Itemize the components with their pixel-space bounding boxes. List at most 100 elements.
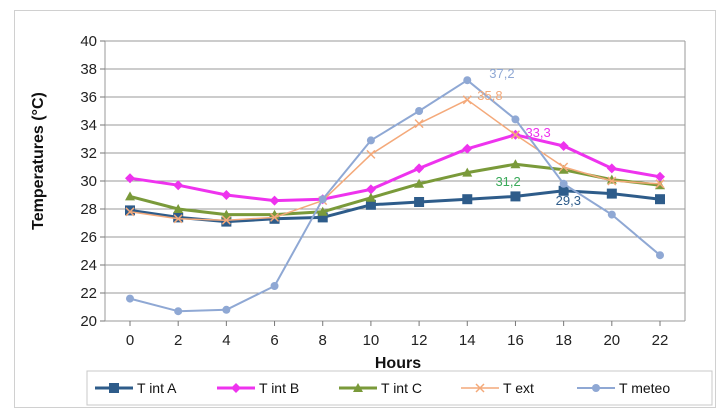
legend-label: T meteo (619, 380, 670, 396)
x-marker-stroke (655, 179, 665, 189)
legend-label: T int A (137, 380, 177, 396)
data-point (559, 179, 568, 188)
x-tick-label: 10 (363, 332, 380, 349)
x-marker-stroke (510, 130, 520, 140)
legend-marker (231, 383, 241, 393)
data-point (414, 119, 424, 129)
data-point (270, 282, 279, 290)
data-point (173, 204, 184, 213)
x-tick-label: 20 (603, 332, 620, 349)
legend-item: T meteo (577, 380, 670, 396)
data-point (414, 197, 425, 207)
gridlines (104, 40, 686, 322)
data-point (126, 294, 134, 303)
data-label: 35,8 (477, 88, 502, 103)
x-marker-stroke (414, 119, 424, 129)
data-point (607, 210, 616, 219)
legend-marker (353, 383, 363, 392)
data-point (221, 209, 232, 219)
x-axis-ticks: 0 2 4 6 8 10 12 14 16 18 20 22 (126, 321, 669, 349)
x-tick-label: 16 (507, 332, 524, 349)
y-tick-label: 28 (80, 201, 97, 218)
x-tick-label: 2 (174, 332, 182, 349)
x-tick-label: 22 (652, 332, 669, 349)
series-line (129, 79, 661, 313)
legend-label: T int C (381, 380, 422, 396)
legend-label: T int B (259, 380, 299, 396)
legend-marker (592, 384, 600, 392)
legend-item: T int A (95, 380, 177, 396)
data-label: 31,2 (495, 174, 520, 189)
data-labels: 37,2 35,8 33,3 31,2 29,3 (477, 66, 581, 208)
data-point (365, 192, 376, 202)
legend-marker (109, 383, 119, 393)
data-point (510, 191, 521, 202)
y-tick-label: 38 (80, 61, 97, 78)
data-point (366, 136, 375, 145)
legend-label: T ext (503, 380, 534, 396)
y-tick-label: 26 (80, 229, 97, 246)
y-axis-title: Temperatures (°C) (30, 92, 47, 230)
data-label: 33,3 (525, 125, 550, 140)
series-line (129, 189, 661, 224)
data-label: 29,3 (556, 193, 581, 208)
legend: T int A T int B T int C T ext T meteo (95, 380, 670, 396)
x-axis-title: Hours (375, 355, 421, 372)
data-point (558, 141, 569, 151)
data-point (462, 167, 473, 177)
x-marker-stroke (173, 214, 183, 224)
data-point (317, 212, 328, 223)
y-axis-ticks: 20 22 24 26 28 30 32 34 36 38 40 (80, 33, 105, 330)
data-point (462, 143, 473, 154)
data-point (656, 251, 664, 260)
series-t-ext (125, 95, 665, 225)
data-point (655, 179, 665, 189)
x-tick-label: 0 (126, 332, 134, 349)
data-point (655, 171, 665, 182)
data-point (269, 213, 280, 224)
legend-item: T int B (217, 380, 299, 396)
data-point (173, 180, 184, 191)
data-point (365, 199, 376, 210)
series-t-int-b (125, 129, 665, 206)
data-point (125, 207, 135, 217)
x-marker-stroke (366, 149, 376, 159)
data-point (414, 163, 425, 174)
data-point (655, 194, 665, 205)
series-t-int-a (125, 185, 665, 227)
series-t-int-c (125, 159, 665, 219)
data-point (415, 107, 424, 115)
y-tick-label: 40 (80, 33, 97, 50)
data-point (510, 130, 520, 140)
x-marker-stroke (559, 162, 569, 172)
x-tick-label: 8 (319, 332, 327, 349)
legend-item: T ext (461, 380, 534, 396)
data-point (511, 115, 520, 124)
data-point (607, 176, 617, 186)
data-point (365, 184, 376, 195)
x-tick-label: 18 (555, 332, 572, 349)
x-tick-label: 14 (459, 332, 476, 349)
data-label: 37,2 (489, 66, 514, 81)
data-point (269, 195, 280, 206)
data-point (270, 212, 280, 222)
x-tick-label: 4 (222, 332, 230, 349)
data-point (174, 307, 183, 316)
y-tick-label: 24 (80, 257, 97, 274)
series-t-meteo (126, 76, 664, 316)
data-point (125, 173, 135, 184)
x-marker-stroke (125, 207, 135, 217)
data-point (173, 214, 183, 224)
x-marker-stroke (221, 215, 231, 225)
chart-frame: 20 22 24 26 28 30 32 34 36 38 40 0 2 4 6 8 10 12 14 16 18 20… (14, 10, 716, 408)
data-point (558, 185, 569, 196)
legend-item: T int C (339, 380, 422, 396)
data-point (366, 149, 376, 159)
data-point (125, 191, 135, 201)
data-point (125, 205, 135, 216)
x-tick-label: 6 (270, 332, 278, 349)
data-point (221, 190, 232, 200)
y-tick-label: 32 (80, 145, 97, 162)
y-tick-label: 34 (80, 117, 97, 134)
